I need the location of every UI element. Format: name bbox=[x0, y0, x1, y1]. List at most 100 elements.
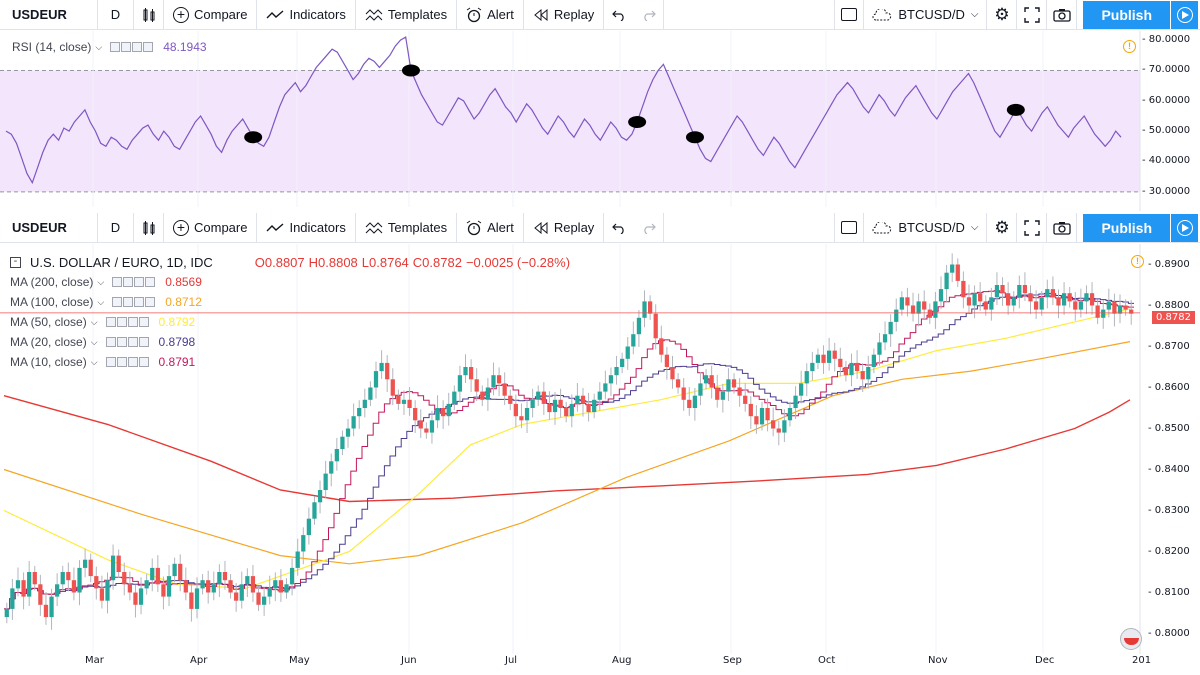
candle[interactable] bbox=[731, 373, 737, 394]
candle[interactable] bbox=[267, 575, 272, 605]
candle[interactable] bbox=[60, 565, 65, 591]
plus-icon[interactable] bbox=[127, 357, 138, 367]
candle[interactable] bbox=[1050, 276, 1056, 306]
candle[interactable] bbox=[642, 290, 647, 328]
ma-legend-row[interactable]: MA (50, close) ⌵ 0.8792 bbox=[10, 315, 195, 329]
candle[interactable] bbox=[183, 567, 188, 601]
candle[interactable] bbox=[759, 401, 765, 431]
candle[interactable] bbox=[1028, 285, 1033, 315]
candle[interactable] bbox=[944, 264, 949, 302]
candle[interactable] bbox=[854, 350, 860, 379]
candle[interactable] bbox=[88, 553, 93, 583]
candle[interactable] bbox=[429, 410, 435, 444]
candle[interactable] bbox=[810, 351, 815, 381]
candle[interactable] bbox=[687, 387, 692, 416]
candle[interactable] bbox=[804, 363, 809, 397]
ma-legend-row[interactable]: MA (10, close) ⌵ 0.8791 bbox=[10, 355, 195, 369]
candle[interactable] bbox=[888, 314, 893, 347]
close-icon[interactable] bbox=[138, 337, 149, 347]
undo-button-2[interactable] bbox=[604, 213, 634, 243]
candle[interactable] bbox=[206, 570, 211, 604]
candle[interactable] bbox=[558, 388, 563, 418]
candle[interactable] bbox=[66, 562, 71, 592]
legend-controls[interactable] bbox=[112, 297, 156, 307]
candle[interactable] bbox=[922, 290, 927, 320]
candle[interactable] bbox=[681, 378, 686, 411]
ma-legend-row[interactable]: MA (200, close) ⌵ 0.8569 bbox=[10, 275, 202, 289]
candle[interactable] bbox=[373, 361, 379, 399]
publish-button[interactable]: Publish bbox=[1083, 0, 1170, 29]
candle[interactable] bbox=[105, 572, 110, 614]
interval-button-2[interactable]: D bbox=[98, 212, 134, 243]
candle[interactable] bbox=[485, 378, 491, 411]
main-warning-icon[interactable]: ! bbox=[1131, 255, 1144, 268]
eye-icon[interactable] bbox=[112, 277, 123, 287]
templates-button[interactable]: Templates bbox=[356, 0, 458, 30]
candle[interactable] bbox=[418, 409, 423, 438]
candle[interactable] bbox=[636, 310, 642, 347]
candle[interactable] bbox=[295, 538, 300, 576]
rsi-legend[interactable]: RSI (14, close) ⌵ 48.1943 bbox=[12, 40, 207, 54]
candle[interactable] bbox=[882, 321, 888, 351]
indicators-button-2[interactable]: Indicators bbox=[257, 212, 356, 243]
redo-button[interactable] bbox=[634, 0, 665, 30]
gear-icon[interactable] bbox=[123, 297, 134, 307]
candle[interactable] bbox=[720, 383, 725, 413]
candle[interactable] bbox=[496, 367, 502, 397]
candle[interactable] bbox=[675, 373, 681, 394]
chevron-down-icon[interactable]: ⌵ bbox=[97, 296, 105, 307]
candle[interactable] bbox=[155, 555, 160, 593]
candle[interactable] bbox=[950, 253, 955, 283]
candle[interactable] bbox=[910, 292, 916, 322]
candle[interactable] bbox=[385, 355, 390, 393]
candle[interactable] bbox=[631, 321, 636, 355]
candle[interactable] bbox=[821, 345, 826, 374]
candle[interactable] bbox=[938, 276, 944, 310]
candle[interactable] bbox=[1017, 275, 1022, 309]
candle[interactable] bbox=[647, 295, 653, 320]
candle[interactable] bbox=[357, 400, 362, 429]
candle[interactable] bbox=[653, 304, 658, 350]
pair-selector[interactable]: BTCUSD/D ⌵ bbox=[864, 0, 988, 30]
legend-controls[interactable] bbox=[105, 317, 149, 327]
candle[interactable] bbox=[524, 400, 530, 434]
candle[interactable] bbox=[278, 569, 284, 602]
candle[interactable] bbox=[452, 385, 457, 411]
candle[interactable] bbox=[843, 360, 849, 382]
close-icon[interactable] bbox=[145, 277, 156, 287]
pair-selector-2[interactable]: BTCUSD/D ⌵ bbox=[864, 212, 988, 243]
candle[interactable] bbox=[317, 480, 323, 514]
candle[interactable] bbox=[468, 359, 474, 393]
candle[interactable] bbox=[228, 574, 233, 599]
candle[interactable] bbox=[1129, 300, 1134, 325]
candle[interactable] bbox=[1117, 294, 1123, 324]
close-icon[interactable] bbox=[145, 297, 156, 307]
candle[interactable] bbox=[82, 548, 88, 578]
candle[interactable] bbox=[1061, 282, 1067, 315]
candle[interactable] bbox=[49, 588, 54, 630]
layout-button-2[interactable] bbox=[834, 212, 865, 243]
candle[interactable] bbox=[94, 566, 99, 600]
candle[interactable] bbox=[1067, 287, 1072, 308]
candle[interactable] bbox=[989, 287, 994, 321]
candle[interactable] bbox=[519, 403, 524, 429]
candle[interactable] bbox=[569, 394, 574, 428]
candle[interactable] bbox=[172, 557, 177, 583]
candle[interactable] bbox=[351, 403, 356, 437]
candle[interactable] bbox=[614, 355, 619, 385]
legend-controls[interactable] bbox=[110, 42, 154, 52]
candle[interactable] bbox=[787, 401, 793, 427]
candle[interactable] bbox=[312, 496, 317, 525]
candle[interactable] bbox=[491, 362, 496, 396]
candle[interactable] bbox=[138, 577, 144, 615]
candle[interactable] bbox=[754, 405, 759, 434]
main-chart-pane[interactable] bbox=[0, 244, 1200, 654]
candle[interactable] bbox=[77, 560, 82, 606]
candle[interactable] bbox=[748, 396, 753, 429]
candle[interactable] bbox=[849, 353, 854, 387]
candle[interactable] bbox=[776, 420, 781, 446]
candle[interactable] bbox=[15, 567, 21, 597]
candle[interactable] bbox=[877, 332, 882, 366]
candle[interactable] bbox=[983, 295, 988, 316]
ma-legend-row[interactable]: MA (100, close) ⌵ 0.8712 bbox=[10, 295, 202, 309]
